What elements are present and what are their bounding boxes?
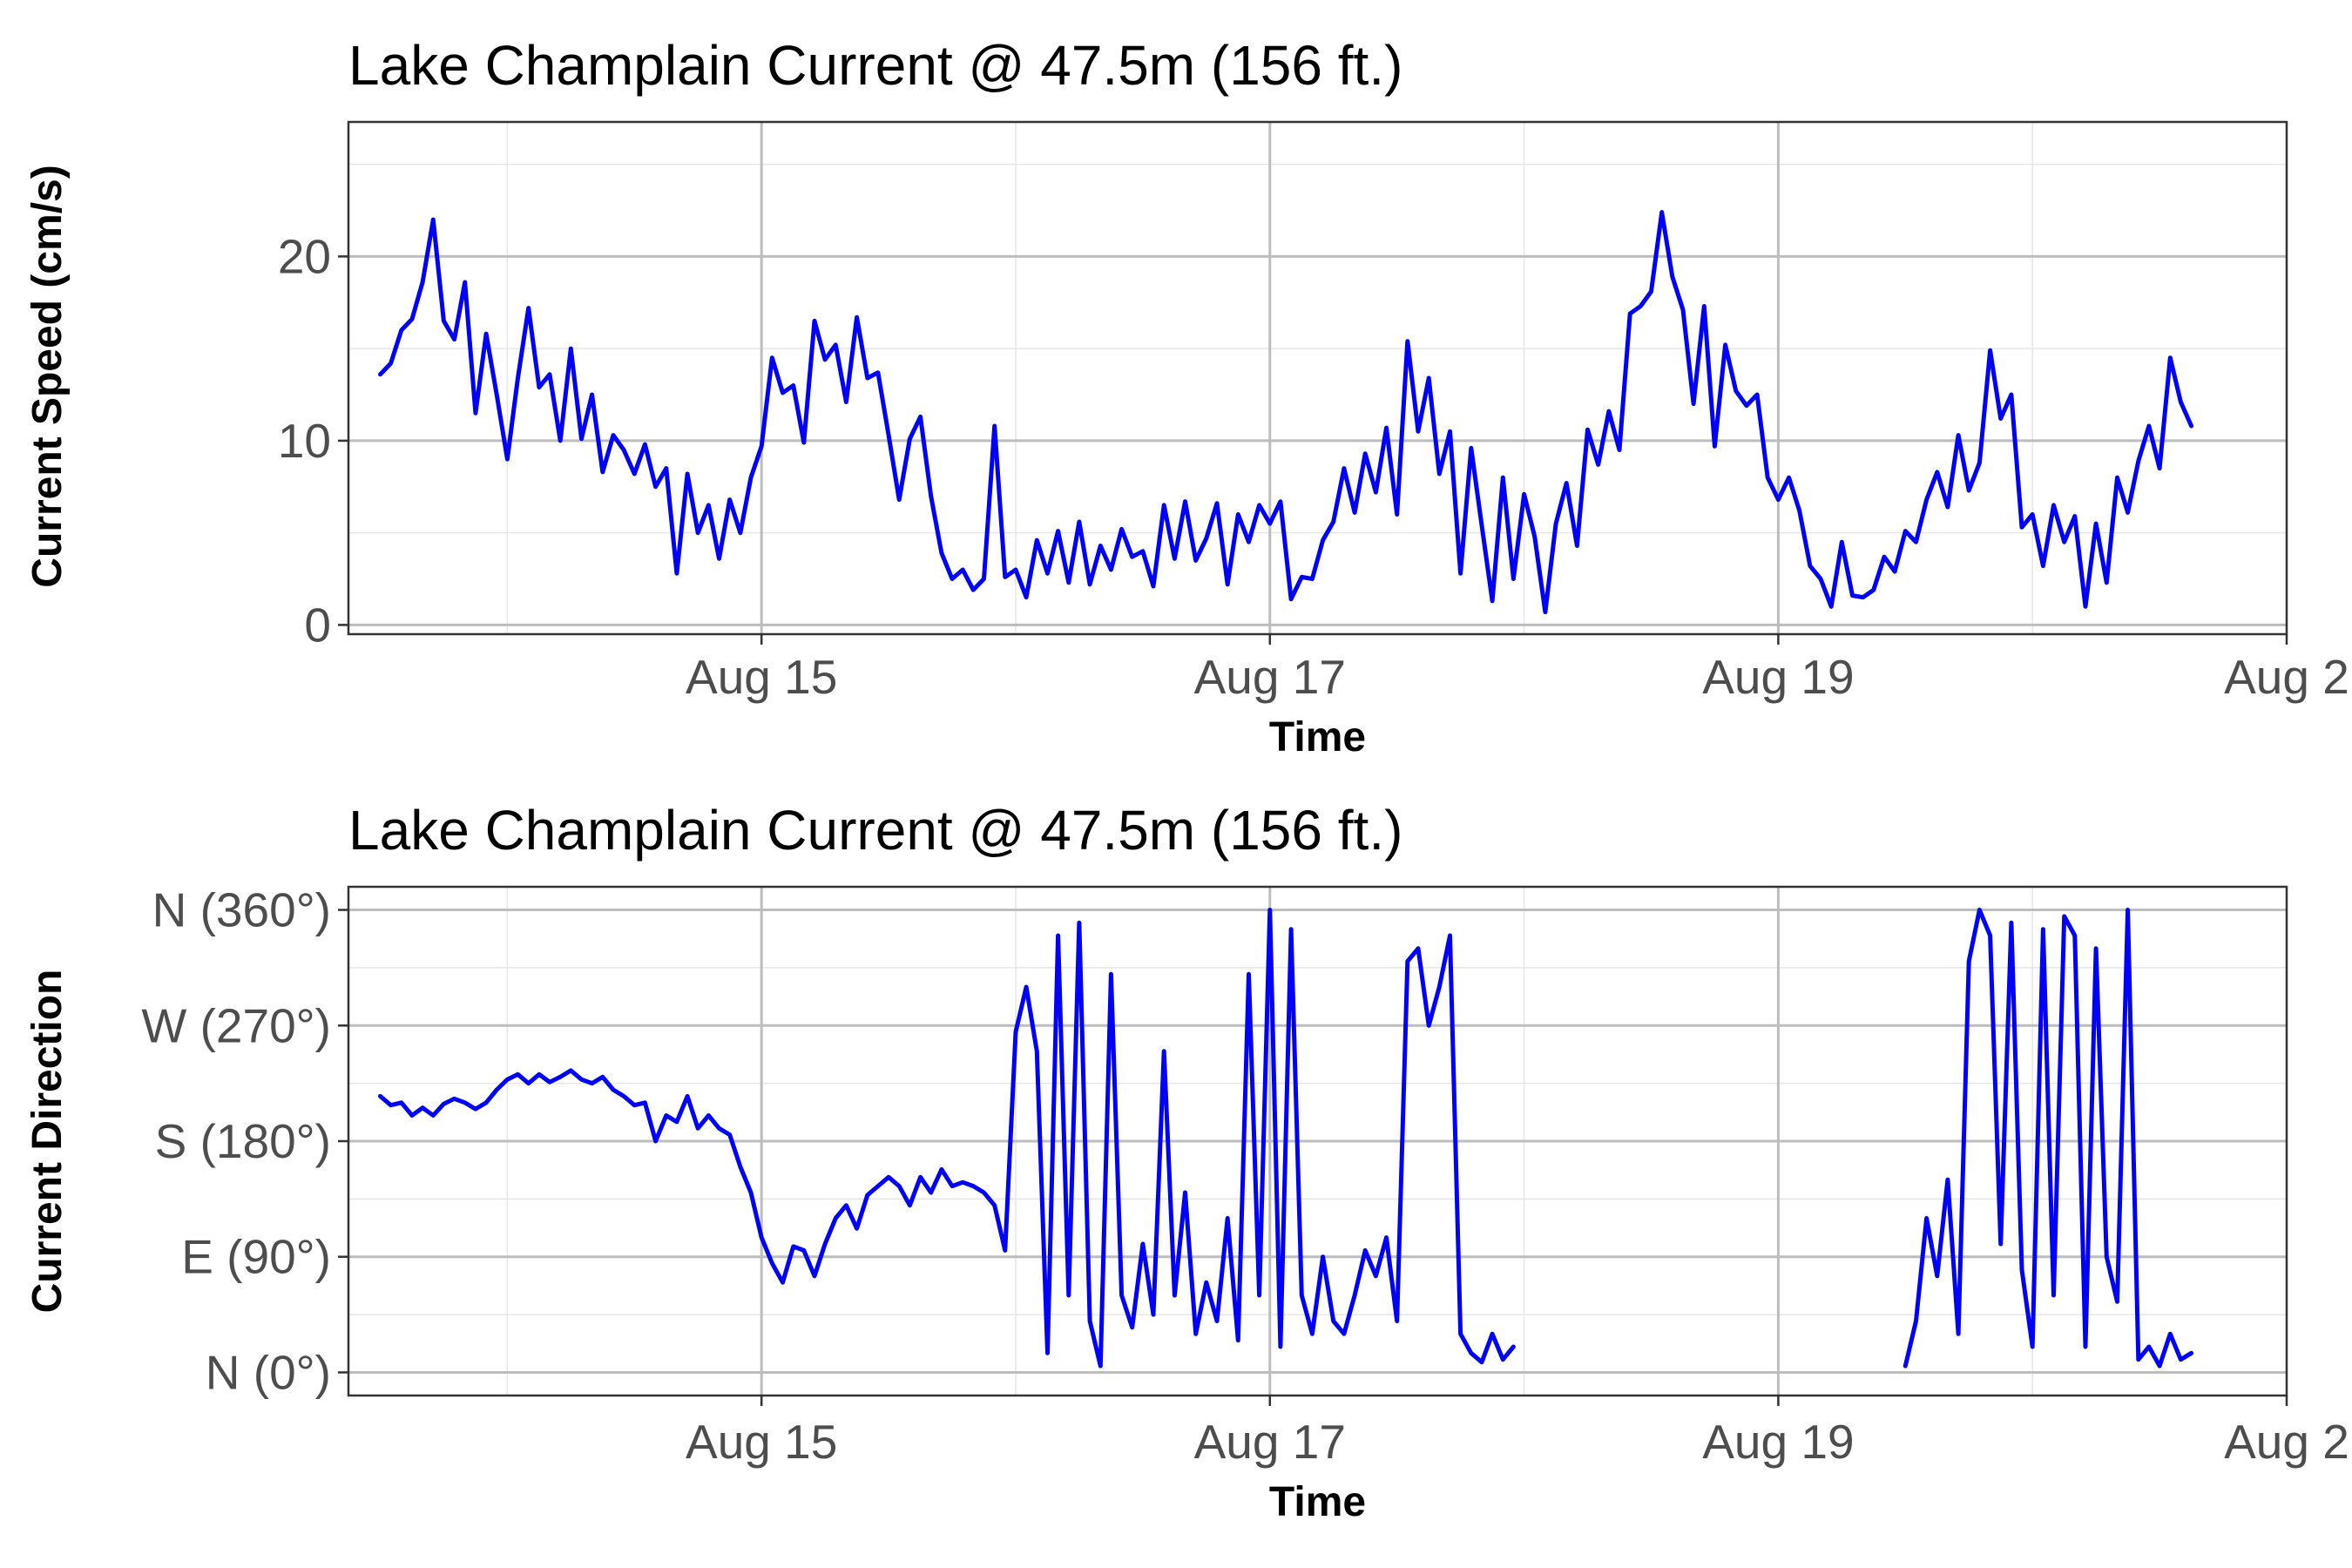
chart-2-y-tick-label: S (180°) xyxy=(155,1114,331,1168)
chart-1-title: Lake Champlain Current @ 47.5m (156 ft.) xyxy=(348,34,1402,97)
chart-2-x-tick-label: Aug 17 xyxy=(1194,1415,1346,1469)
chart-1-x-tick-label: Aug 15 xyxy=(686,650,837,704)
chart-1: 0 10 20 Aug 15 Aug 17 Aug 19 Aug 2 Lake Champla… xyxy=(24,34,2349,760)
chart-2-x-axis-title: Time xyxy=(1269,1479,1366,1525)
chart-2-y-tick-label: N (0°) xyxy=(206,1345,331,1399)
chart-2-y-tick-label: W (270°) xyxy=(141,998,331,1052)
chart-2-y-tick-label: E (90°) xyxy=(181,1230,331,1284)
chart-2-x-tick-label: Aug 2 xyxy=(2224,1415,2349,1469)
chart-1-x-tick-label: Aug 19 xyxy=(1702,650,1854,704)
chart-2-x-tick-label: Aug 15 xyxy=(686,1415,837,1469)
chart-1-panel-border xyxy=(347,120,2288,636)
chart-1-x-tick-label: Aug 17 xyxy=(1194,650,1346,704)
chart-2-y-axis-title: Current Direction xyxy=(24,970,71,1314)
chart-1-series-line-segment-1 xyxy=(378,210,2194,615)
chart-1-y-axis-title: Current Speed (cm/s) xyxy=(24,165,71,587)
chart-2-series-line-segment-1 xyxy=(378,908,1516,1369)
chart-2: N (0°) E (90°) S (180°) W (270°) N (360°) Aug… xyxy=(24,799,2349,1525)
chart-2-title: Lake Champlain Current @ 47.5m (156 ft.) xyxy=(348,799,1402,862)
chart-1-y-tick-label: 20 xyxy=(278,229,331,283)
chart-1-y-tick-label: 10 xyxy=(278,414,331,468)
chart-2-x-tick-label: Aug 19 xyxy=(1702,1415,1854,1469)
chart-1-x-axis-title: Time xyxy=(1269,714,1366,760)
chart-2-y-tick-label: N (360°) xyxy=(152,883,331,937)
chart-1-y-tick-label: 0 xyxy=(304,598,331,652)
chart-1-x-tick-label: Aug 2 xyxy=(2224,650,2349,704)
chart-1-panel-background xyxy=(348,122,2287,634)
chart-2-series-line-segment-2 xyxy=(1903,908,2194,1369)
